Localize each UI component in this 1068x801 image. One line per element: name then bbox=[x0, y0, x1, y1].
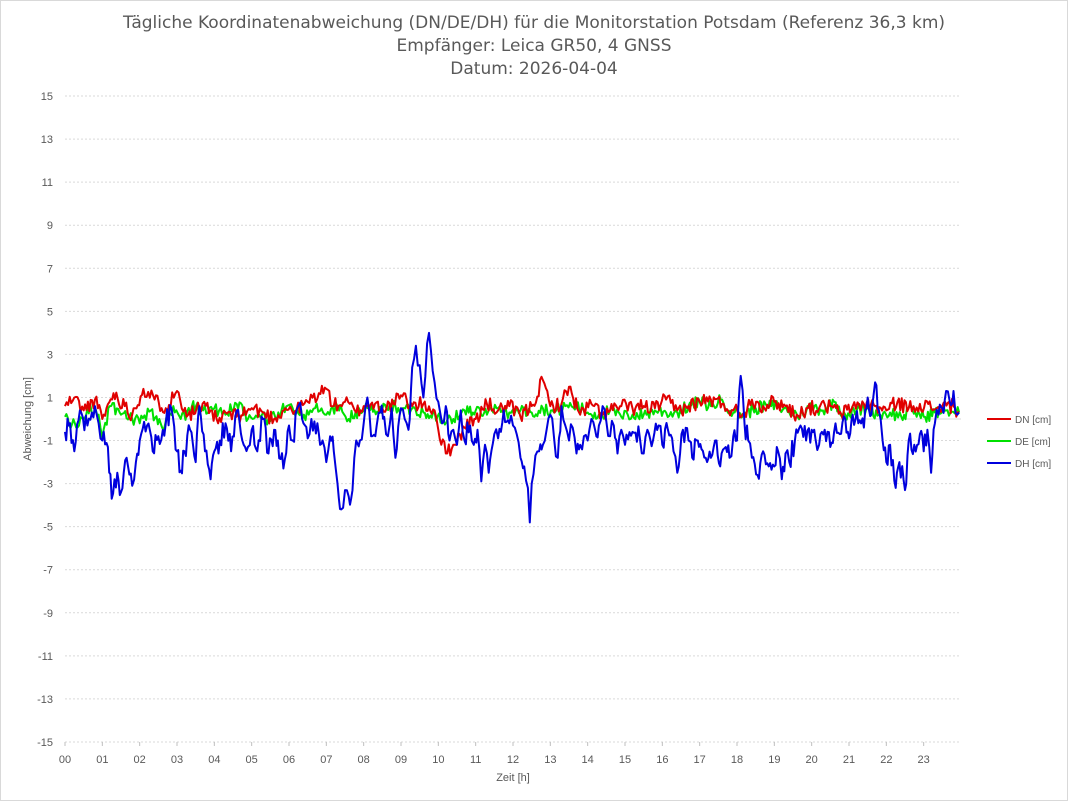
x-tick-label: 04 bbox=[208, 754, 220, 766]
x-tick-label: 09 bbox=[395, 754, 407, 766]
x-tick-label: 08 bbox=[358, 754, 370, 766]
chart-title: Tägliche Koordinatenabweichung (DN/DE/DH… bbox=[122, 13, 946, 33]
x-tick-label: 03 bbox=[171, 754, 183, 766]
x-tick-label: 12 bbox=[507, 754, 519, 766]
x-tick-label: 18 bbox=[731, 754, 743, 766]
y-tick-label: 7 bbox=[47, 263, 53, 275]
x-tick-label: 20 bbox=[806, 754, 818, 766]
x-tick-label: 13 bbox=[544, 754, 556, 766]
x-tick-label: 10 bbox=[432, 754, 444, 766]
x-tick-label: 07 bbox=[320, 754, 332, 766]
y-tick-label: -13 bbox=[37, 694, 53, 706]
chart-subtitle-date: Datum: 2026-04-04 bbox=[450, 59, 618, 79]
x-tick-label: 19 bbox=[768, 754, 780, 766]
x-tick-label: 23 bbox=[918, 754, 930, 766]
series-lines bbox=[64, 331, 961, 524]
y-tick-label: -15 bbox=[37, 737, 53, 749]
x-tick-label: 16 bbox=[656, 754, 668, 766]
y-tick-label: 15 bbox=[41, 91, 53, 103]
y-tick-label: 3 bbox=[47, 349, 53, 361]
y-tick-label: 13 bbox=[41, 134, 53, 146]
y-tick-labels: 15 13 11 9 7 5 3 1 -1 -3 -5 -7 -9 -11 -13 -15 bbox=[37, 91, 53, 749]
y-tick-label: 1 bbox=[47, 392, 53, 404]
y-tick-label: 11 bbox=[42, 177, 53, 189]
y-tick-label: -7 bbox=[43, 565, 53, 577]
series-line-dn bbox=[64, 375, 960, 457]
legend-entry: DN [cm] bbox=[1015, 415, 1051, 426]
x-tick-label: 02 bbox=[134, 754, 146, 766]
x-tick-label: 01 bbox=[96, 754, 108, 766]
y-tick-label: -3 bbox=[43, 479, 53, 491]
series-line-dh bbox=[64, 331, 960, 524]
x-tick-label: 11 bbox=[470, 754, 481, 766]
y-tick-label: -1 bbox=[43, 436, 53, 448]
chart-subtitle-receiver: Empfänger: Leica GR50, 4 GNSS bbox=[396, 36, 672, 56]
x-tick-label: 21 bbox=[843, 754, 855, 766]
x-tick-label: 14 bbox=[582, 754, 594, 766]
x-tick-labels: 00 01 02 03 04 05 06 07 08 09 10 11 12 13 14 15 16 17 18 19… bbox=[59, 742, 930, 766]
x-tick-label: 22 bbox=[880, 754, 892, 766]
y-tick-label: -5 bbox=[43, 522, 53, 534]
x-tick-label: 17 bbox=[694, 754, 706, 766]
legend-entry: DH [cm] bbox=[1015, 459, 1051, 470]
legend: DN [cm] DE [cm] DH [cm] bbox=[987, 415, 1051, 470]
x-tick-label: 06 bbox=[283, 754, 295, 766]
x-tick-label: 00 bbox=[59, 754, 71, 766]
y-tick-label: 5 bbox=[47, 306, 53, 318]
y-tick-label: -9 bbox=[43, 608, 53, 620]
y-tick-label: 9 bbox=[47, 220, 53, 232]
x-axis-label: Zeit [h] bbox=[496, 772, 530, 784]
y-tick-label: -11 bbox=[38, 651, 53, 663]
y-axis-label: Abweichung [cm] bbox=[22, 377, 34, 461]
gridlines bbox=[65, 95, 961, 743]
legend-entry: DE [cm] bbox=[1015, 437, 1051, 448]
series-line-de bbox=[64, 394, 961, 440]
x-tick-label: 05 bbox=[246, 754, 258, 766]
x-tick-label: 15 bbox=[619, 754, 631, 766]
